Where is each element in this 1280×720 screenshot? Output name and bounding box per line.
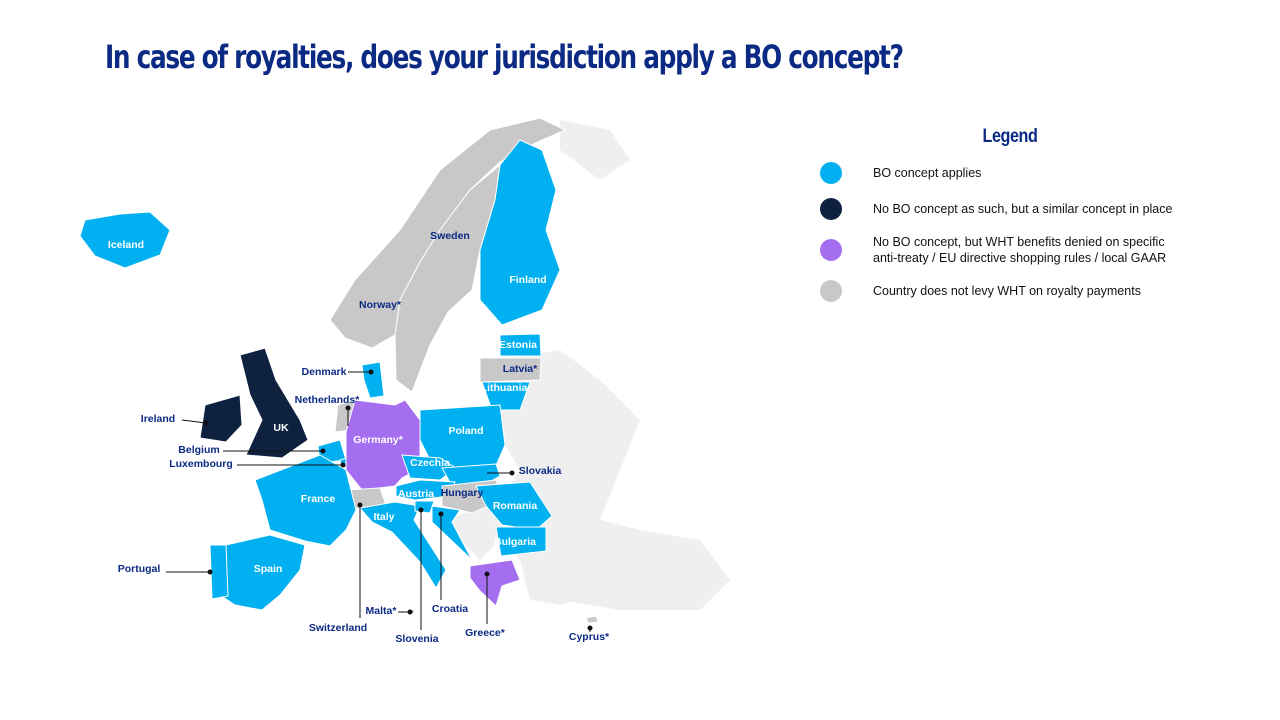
legend-item-bo: BO concept applies: [820, 162, 1180, 184]
country-label-czechia: Czechia: [410, 457, 450, 469]
country-uk[interactable]: [239, 347, 309, 459]
country-slovenia[interactable]: [414, 500, 435, 514]
leader-dot: [587, 625, 593, 631]
country-germany[interactable]: [345, 399, 421, 491]
other-land-shape: [520, 560, 610, 605]
country-label-cyprus: Cyprus*: [569, 631, 610, 643]
country-label-denmark: Denmark: [302, 366, 347, 378]
leader-dot: [368, 369, 374, 375]
country-label-uk: UK: [273, 422, 289, 434]
country-label-luxembourg: Luxembourg: [169, 458, 233, 470]
country-label-italy: Italy: [373, 511, 394, 523]
country-greece[interactable]: [469, 559, 521, 607]
country-label-lithuania: Lithuania: [481, 382, 528, 394]
country-lithuania[interactable]: [481, 381, 531, 411]
legend-label: No BO concept as such, but a similar con…: [873, 202, 1173, 216]
country-label-poland: Poland: [448, 425, 483, 437]
country-label-croatia: Croatia: [432, 603, 468, 615]
country-label-hungary: Hungary: [441, 487, 484, 499]
country-label-sweden: Sweden: [430, 230, 470, 242]
leader-dot: [407, 609, 413, 615]
country-label-norway: Norway*: [359, 299, 402, 311]
legend-swatch: [820, 239, 842, 261]
leader-line: [181, 419, 207, 424]
legend-item-similar: No BO concept as such, but a similar con…: [820, 198, 1180, 220]
leader-dot: [484, 571, 490, 577]
legend-label: BO concept applies: [873, 166, 982, 180]
country-label-portugal: Portugal: [118, 563, 161, 575]
country-iceland[interactable]: [79, 211, 171, 269]
country-label-switzerland: Switzerland: [309, 622, 367, 634]
country-label-belgium: Belgium: [178, 444, 219, 456]
legend-title: Legend: [982, 126, 1038, 147]
country-label-malta: Malta*: [366, 605, 398, 617]
country-label-france: France: [301, 493, 336, 505]
other-land-shape: [560, 120, 630, 180]
country-label-slovakia: Slovakia: [519, 465, 562, 477]
leader-dot: [320, 448, 326, 454]
country-label-slovenia: Slovenia: [395, 633, 438, 645]
country-label-austria: Austria: [398, 488, 434, 500]
country-label-greece: Greece*: [465, 627, 506, 639]
country-label-bulgaria: Bulgaria: [494, 536, 536, 548]
country-label-netherlands: Netherlands*: [295, 394, 361, 406]
country-croatia[interactable]: [431, 505, 473, 561]
legend-item-antiabuse: No BO concept, but WHT benefits denied o…: [820, 234, 1180, 266]
country-label-romania: Romania: [493, 500, 538, 512]
country-france[interactable]: [254, 454, 357, 547]
country-portugal[interactable]: [209, 544, 229, 600]
leader-dot: [357, 502, 363, 508]
page-title: In case of royalties, does your jurisdic…: [105, 38, 904, 76]
legend-label: No BO concept, but WHT benefits denied o…: [873, 235, 1167, 265]
leader-dot: [340, 462, 346, 468]
legend: Legend BO concept applies No BO concept a…: [820, 126, 1180, 302]
legend-swatch: [820, 198, 842, 220]
country-label-estonia: Estonia: [499, 339, 537, 351]
country-ireland[interactable]: [199, 394, 243, 443]
europe-map: Iceland Norway* Sweden Finland Estonia Latvia…: [79, 117, 730, 645]
leader-dot: [207, 569, 213, 575]
country-denmark[interactable]: [361, 361, 385, 399]
country-latvia[interactable]: [479, 357, 542, 383]
country-cyprus[interactable]: [585, 615, 599, 624]
leader-dot: [509, 470, 515, 476]
leader-dot: [345, 405, 351, 411]
country-label-latvia: Latvia*: [503, 363, 538, 375]
legend-label: Country does not levy WHT on royalty pay…: [873, 284, 1141, 298]
legend-swatch: [820, 162, 842, 184]
country-estonia[interactable]: [499, 333, 542, 357]
country-finland[interactable]: [479, 139, 561, 326]
country-label-ireland: Ireland: [141, 413, 175, 425]
country-label-finland: Finland: [509, 274, 546, 286]
leader-dot: [418, 507, 424, 513]
legend-swatch: [820, 280, 842, 302]
country-bulgaria[interactable]: [495, 526, 547, 557]
country-label-iceland: Iceland: [108, 239, 144, 251]
country-spain[interactable]: [219, 534, 306, 611]
country-label-germany: Germany*: [353, 434, 404, 446]
country-label-spain: Spain: [254, 563, 283, 575]
country-norway[interactable]: [329, 117, 567, 349]
leader-dot: [203, 420, 209, 426]
legend-item-nowht: Country does not levy WHT on royalty pay…: [820, 280, 1180, 302]
leader-dot: [438, 511, 444, 517]
